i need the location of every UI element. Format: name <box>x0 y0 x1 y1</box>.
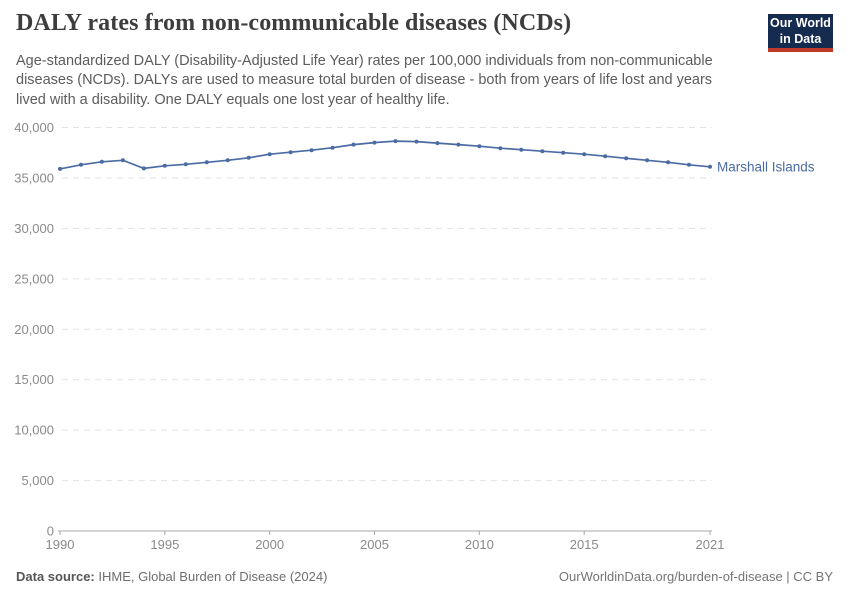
chart-footer: Data source: IHME, Global Burden of Dise… <box>0 558 850 600</box>
svg-text:30,000: 30,000 <box>14 221 54 236</box>
svg-text:0: 0 <box>47 524 54 539</box>
svg-text:15,000: 15,000 <box>14 372 54 387</box>
svg-text:35,000: 35,000 <box>14 170 54 185</box>
y-gridlines <box>62 127 712 482</box>
line-chart: 0 5,000 10,000 15,000 20,000 25,000 30,000 35,0… <box>14 120 815 552</box>
owid-logo: Our World in Data <box>768 14 833 52</box>
svg-text:2015: 2015 <box>570 537 599 552</box>
svg-text:1995: 1995 <box>150 537 179 552</box>
svg-text:1990: 1990 <box>46 537 75 552</box>
svg-text:2021: 2021 <box>696 537 725 552</box>
y-axis-labels: 0 5,000 10,000 15,000 20,000 25,000 30,000 35,0… <box>14 120 54 539</box>
svg-text:40,000: 40,000 <box>14 120 54 135</box>
svg-text:10,000: 10,000 <box>14 423 54 438</box>
owid-logo-line1: Our World <box>770 16 831 30</box>
svg-text:2000: 2000 <box>255 537 284 552</box>
x-axis: 1990 1995 2000 2005 2010 2015 2021 <box>46 530 725 552</box>
chart-subtitle: Age-standardized DALY (Disability-Adjust… <box>16 53 713 108</box>
series-points <box>58 139 712 171</box>
owid-url-link[interactable]: OurWorldinData.org/burden-of-disease | C… <box>558 569 833 584</box>
page-title: DALY rates from non-communicable disease… <box>16 10 572 36</box>
series-label: Marshall Islands <box>717 159 815 174</box>
svg-text:5,000: 5,000 <box>21 473 54 488</box>
svg-text:20,000: 20,000 <box>14 322 54 337</box>
data-source: Data source: IHME, Global Burden of Dise… <box>16 569 327 584</box>
owid-logo-line2: in Data <box>779 32 822 46</box>
svg-text:2010: 2010 <box>465 537 494 552</box>
svg-text:25,000: 25,000 <box>14 271 54 286</box>
svg-text:2005: 2005 <box>360 537 389 552</box>
series-line <box>59 140 711 170</box>
data-source-value: IHME, Global Burden of Disease (2024) <box>98 569 328 584</box>
data-source-label: Data source: <box>16 569 95 584</box>
